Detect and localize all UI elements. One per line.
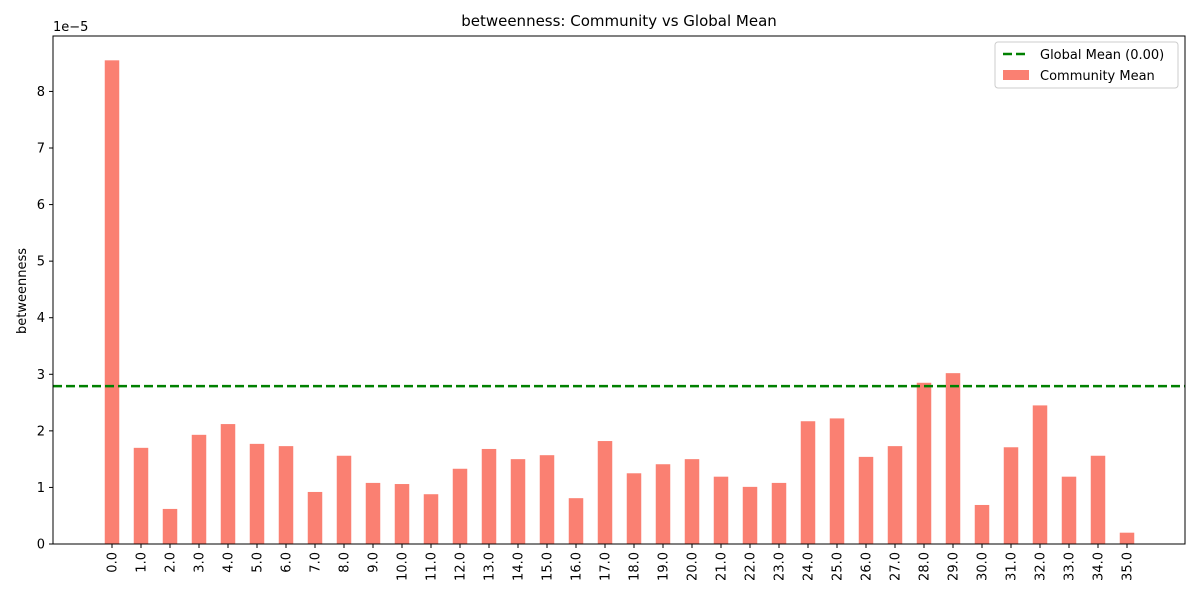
- legend-box: [994, 41, 1179, 89]
- x-tick-label: 28.0: [918, 552, 933, 581]
- y-scale-label: 1e−5: [53, 20, 88, 35]
- bar-34.0: [1090, 455, 1106, 544]
- bar-12.0: [452, 468, 468, 544]
- bar-11.0: [423, 494, 439, 544]
- x-tick-label: 3.0: [193, 552, 208, 573]
- bar-0.0: [104, 60, 120, 545]
- x-tick-label: 5.0: [251, 552, 266, 573]
- bar-30.0: [974, 504, 990, 544]
- y-tick-label: 0: [37, 538, 45, 553]
- x-tick-label: 13.0: [483, 552, 498, 581]
- x-tick-label: 16.0: [570, 552, 585, 581]
- x-tick-label: 0.0: [106, 552, 121, 573]
- bar-17.0: [597, 441, 613, 544]
- bar-19.0: [655, 464, 671, 544]
- x-tick-label: 21.0: [715, 552, 730, 581]
- x-tick-label: 22.0: [744, 552, 759, 581]
- x-tick-label: 2.0: [164, 552, 179, 573]
- legend-global-mean-label: Global Mean (0.00): [1040, 48, 1164, 63]
- x-tick-label: 19.0: [657, 552, 672, 581]
- x-tick-label: 33.0: [1063, 552, 1078, 581]
- legend-community-mean-swatch: [1003, 70, 1029, 80]
- y-tick-label: 4: [37, 311, 45, 326]
- x-tick-label: 31.0: [1005, 552, 1020, 581]
- bar-20.0: [684, 459, 700, 544]
- y-tick-label: 1: [37, 481, 45, 496]
- bar-27.0: [887, 446, 903, 544]
- bar-21.0: [713, 476, 729, 544]
- y-tick-label: 3: [37, 368, 45, 383]
- bar-1.0: [133, 447, 149, 544]
- bars-group: [104, 60, 1135, 545]
- x-tick-label: 12.0: [454, 552, 469, 581]
- bar-10.0: [394, 484, 410, 544]
- bar-25.0: [829, 418, 845, 544]
- x-tick-label: 18.0: [628, 552, 643, 581]
- bar-28.0: [916, 382, 932, 544]
- x-tick-label: 14.0: [512, 552, 527, 581]
- bar-5.0: [249, 443, 265, 544]
- y-axis-label: betweenness: [15, 248, 30, 334]
- bar-23.0: [771, 482, 787, 544]
- bar-7.0: [307, 491, 323, 544]
- bar-18.0: [626, 473, 642, 544]
- x-tick-label: 24.0: [802, 552, 817, 581]
- x-tick-label: 32.0: [1034, 552, 1049, 581]
- x-tick-label: 4.0: [222, 552, 237, 573]
- bar-8.0: [336, 455, 352, 544]
- bar-13.0: [481, 448, 497, 544]
- y-tick-label: 2: [37, 424, 45, 439]
- x-tick-label: 6.0: [280, 552, 295, 573]
- x-tick-label: 15.0: [541, 552, 556, 581]
- x-tick-label: 8.0: [338, 552, 353, 573]
- y-tick-label: 8: [37, 85, 45, 100]
- bar-16.0: [568, 498, 584, 544]
- bar-35.0: [1119, 532, 1135, 544]
- x-ticks-group: 0.0 1.0 2.0 3.0 4.0 5.0 6.0 7.0 8.0 9.0 10.0 11.0 12…: [106, 544, 1136, 581]
- bar-3.0: [191, 434, 207, 544]
- x-tick-label: 20.0: [686, 552, 701, 581]
- x-tick-label: 29.0: [947, 552, 962, 581]
- y-tick-label: 6: [37, 198, 45, 213]
- bar-26.0: [858, 456, 874, 544]
- plot-frame: [52, 35, 1186, 545]
- x-tick-label: 30.0: [976, 552, 991, 581]
- x-tick-label: 35.0: [1121, 552, 1136, 581]
- legend: Global Mean (0.00) Community Mean: [994, 41, 1179, 89]
- bar-24.0: [800, 421, 816, 544]
- x-tick-label: 25.0: [831, 552, 846, 581]
- y-tick-label: 7: [37, 142, 45, 157]
- bar-6.0: [278, 446, 294, 544]
- bar-15.0: [539, 455, 555, 544]
- bar-32.0: [1032, 405, 1048, 544]
- legend-community-mean-label: Community Mean: [1040, 69, 1155, 84]
- x-tick-label: 9.0: [367, 552, 382, 573]
- bar-33.0: [1061, 476, 1077, 544]
- bar-4.0: [220, 424, 236, 544]
- x-tick-label: 17.0: [599, 552, 614, 581]
- x-tick-label: 27.0: [889, 552, 904, 581]
- y-tick-label: 5: [37, 255, 45, 270]
- bar-31.0: [1003, 447, 1019, 544]
- x-tick-label: 26.0: [860, 552, 875, 581]
- x-tick-label: 10.0: [396, 552, 411, 581]
- x-tick-label: 11.0: [425, 552, 440, 581]
- bar-2.0: [162, 508, 178, 544]
- x-tick-label: 34.0: [1092, 552, 1107, 581]
- bar-14.0: [510, 459, 526, 544]
- x-tick-label: 7.0: [309, 552, 324, 573]
- y-ticks-group: 0 1 2 3 4 5 6 7 8: [37, 85, 53, 553]
- bar-29.0: [945, 373, 961, 544]
- bar-9.0: [365, 482, 381, 544]
- chart-title: betweenness: Community vs Global Mean: [461, 12, 777, 30]
- bar-22.0: [742, 486, 758, 544]
- x-tick-label: 1.0: [135, 552, 150, 573]
- x-tick-label: 23.0: [773, 552, 788, 581]
